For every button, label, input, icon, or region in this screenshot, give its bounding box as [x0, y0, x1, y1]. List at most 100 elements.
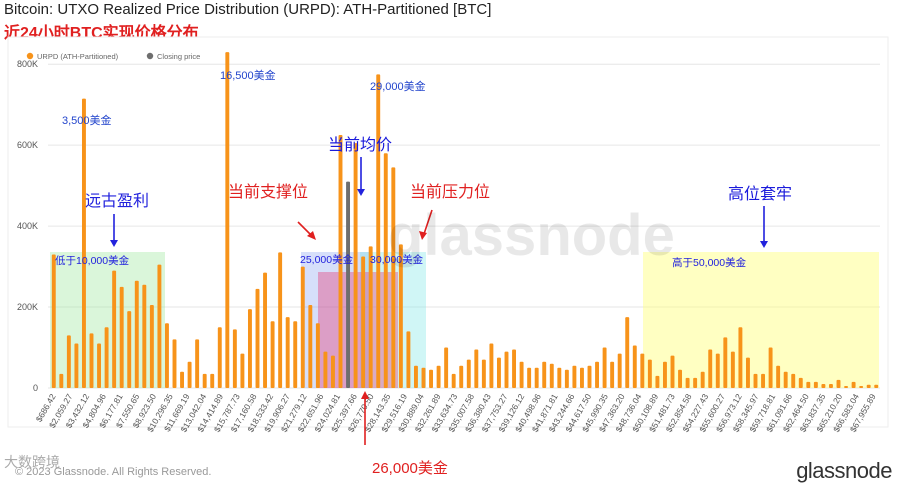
label-current-support: 当前支撑位: [228, 183, 308, 201]
urpd-bar: [368, 246, 373, 388]
y-tick-label: 400K: [17, 221, 38, 231]
urpd-bar: [225, 52, 230, 388]
urpd-bar: [534, 367, 539, 388]
urpd-bar: [180, 371, 185, 388]
urpd-bar: [806, 381, 811, 388]
zone-25000: [301, 252, 371, 388]
urpd-bar: [564, 369, 569, 388]
urpd-bar: [625, 317, 630, 388]
urpd-bar: [285, 317, 290, 388]
urpd-bar: [859, 385, 864, 388]
urpd-bar: [579, 367, 584, 388]
urpd-bar: [489, 343, 494, 388]
urpd-bar: [413, 365, 418, 388]
urpd-bar: [451, 373, 456, 388]
urpd-bar: [776, 365, 781, 388]
urpd-bar: [66, 335, 71, 388]
urpd-bar: [798, 377, 803, 388]
urpd-bar: [496, 357, 501, 388]
y-tick-label: 600K: [17, 140, 38, 150]
urpd-bar: [866, 384, 871, 388]
label-current-avg: 当前均价: [328, 136, 392, 154]
urpd-bar: [74, 343, 79, 388]
urpd-bar: [783, 371, 788, 388]
arrow-resistance-shaft: [423, 209, 433, 235]
arrow-26000-head: [361, 391, 369, 399]
urpd-bar: [836, 379, 841, 388]
label-16500: 16,500美金: [220, 68, 276, 82]
urpd-bar: [217, 327, 222, 388]
urpd-bar: [655, 375, 660, 388]
urpd-bar: [610, 361, 615, 388]
urpd-bar: [164, 323, 169, 388]
urpd-bar: [693, 377, 698, 388]
urpd-bar: [647, 359, 652, 388]
urpd-bar: [59, 373, 64, 388]
urpd-bar: [270, 321, 275, 388]
urpd-bar: [104, 327, 109, 388]
label-above-50000: 高于50,000美金: [672, 256, 747, 269]
urpd-bar: [300, 266, 305, 388]
urpd-bar: [474, 349, 479, 388]
urpd-bar: [210, 373, 215, 388]
label-26000: 26,000美金: [372, 460, 448, 477]
urpd-bar: [595, 361, 600, 388]
urpd-bar: [572, 365, 577, 388]
urpd-bar: [383, 153, 388, 388]
urpd-bar: [278, 252, 283, 388]
label-3500: 3,500美金: [62, 113, 112, 127]
urpd-bar: [323, 351, 328, 388]
zone-above-50000: [643, 252, 879, 388]
urpd-bar: [149, 305, 154, 388]
urpd-bar: [512, 349, 517, 388]
urpd-bar: [481, 359, 486, 388]
urpd-bar: [768, 347, 773, 388]
urpd-bar: [421, 367, 426, 388]
urpd-bar: [444, 347, 449, 388]
chart-title: Bitcoin: UTXO Realized Price Distributio…: [4, 1, 492, 18]
urpd-bar: [119, 286, 124, 388]
urpd-bar: [338, 135, 343, 388]
urpd-bar: [678, 369, 683, 388]
arrow-avg-head: [357, 189, 365, 196]
urpd-bar: [51, 254, 56, 388]
urpd-bar: [874, 384, 879, 388]
urpd-bar: [315, 323, 320, 388]
urpd-bar: [715, 353, 720, 388]
urpd-bar: [632, 345, 637, 388]
urpd-bar: [240, 353, 245, 388]
urpd-bar: [127, 311, 132, 388]
copyright-text: © 2023 Glassnode. All Rights Reserved.: [15, 466, 212, 478]
urpd-bar: [761, 373, 766, 388]
urpd-bar: [361, 256, 366, 388]
urpd-bar: [376, 74, 381, 389]
urpd-bar: [157, 264, 162, 388]
urpd-bar: [263, 272, 268, 388]
glassnode-logo: glassnode: [796, 458, 892, 483]
urpd-bar: [406, 331, 411, 388]
urpd-bar: [353, 143, 358, 388]
arrow-ancient-head: [110, 240, 118, 247]
urpd-bar: [97, 343, 102, 388]
urpd-bar: [330, 355, 335, 388]
urpd-bar: [527, 367, 532, 388]
urpd-bar: [466, 359, 471, 388]
urpd-bar: [738, 327, 743, 388]
urpd-bar: [587, 365, 592, 388]
label-zone-25000: 25,000美金: [300, 253, 354, 266]
urpd-bar: [187, 361, 192, 388]
urpd-bar: [202, 373, 207, 388]
urpd-bar: [81, 98, 86, 389]
closing-price-bar: [346, 181, 351, 388]
label-ancient-profit: 远古盈利: [85, 192, 149, 210]
urpd-bar: [791, 373, 796, 388]
urpd-bar: [134, 280, 139, 388]
urpd-bar: [813, 381, 818, 388]
urpd-bar: [828, 383, 833, 388]
urpd-bar: [504, 351, 509, 388]
urpd-bar: [745, 357, 750, 388]
urpd-bar: [89, 333, 94, 388]
urpd-bar: [519, 361, 524, 388]
urpd-bar: [398, 244, 403, 388]
